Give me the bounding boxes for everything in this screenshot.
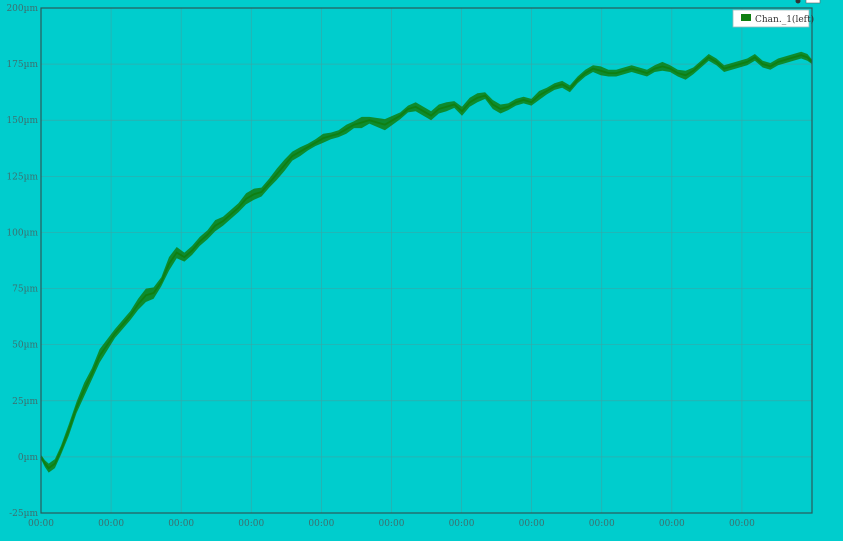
x-tick-label: 00:00 (729, 519, 755, 529)
resize-handle[interactable] (795, 0, 821, 4)
legend-swatch (741, 14, 751, 21)
y-tick-label: 125µm (6, 172, 38, 182)
x-tick-label: 00:00 (589, 519, 615, 529)
x-tick-label: 00:00 (238, 519, 264, 529)
plot-frame (40, 7, 813, 514)
legend-box (732, 9, 810, 28)
x-tick-label: 00:00 (519, 519, 545, 529)
resize-handle-icon (795, 0, 801, 4)
x-tick-label: 00:00 (659, 519, 685, 529)
x-tick-label: 00:00 (98, 519, 124, 529)
legend[interactable]: Chan._1(left) (732, 9, 814, 28)
x-tick-label: 00:00 (449, 519, 475, 529)
y-tick-label: 150µm (6, 116, 38, 126)
x-tick-label: 00:00 (308, 519, 334, 529)
x-tick-labels: 00:00 00:00 00:00 00:00 00:00 00:00 00:00 00:00… (28, 519, 755, 529)
y-tick-label: 75µm (12, 285, 38, 295)
y-tick-label: 200µm (6, 4, 38, 14)
x-tick-label: 00:00 (28, 519, 54, 529)
y-tick-label: 25µm (12, 397, 38, 407)
series-line (40, 54, 813, 470)
y-tick-labels: -25µm 0µm 25µm 50µm 75µm 100µm 125µm 150µm 175µm… (6, 4, 38, 519)
resize-handle-box (805, 0, 821, 4)
axes (40, 7, 813, 514)
grid (41, 7, 812, 514)
y-tick-label: 0µm (18, 453, 39, 463)
y-tick-label: 100µm (6, 228, 38, 238)
y-tick-label: -25µm (9, 509, 38, 519)
x-tick-label: 00:00 (168, 519, 194, 529)
x-tick-label: 00:00 (378, 519, 404, 529)
y-tick-label: 50µm (12, 341, 38, 351)
y-tick-label: 175µm (6, 60, 38, 70)
legend-label: Chan._1(left) (755, 14, 814, 25)
series-lines (40, 54, 813, 470)
